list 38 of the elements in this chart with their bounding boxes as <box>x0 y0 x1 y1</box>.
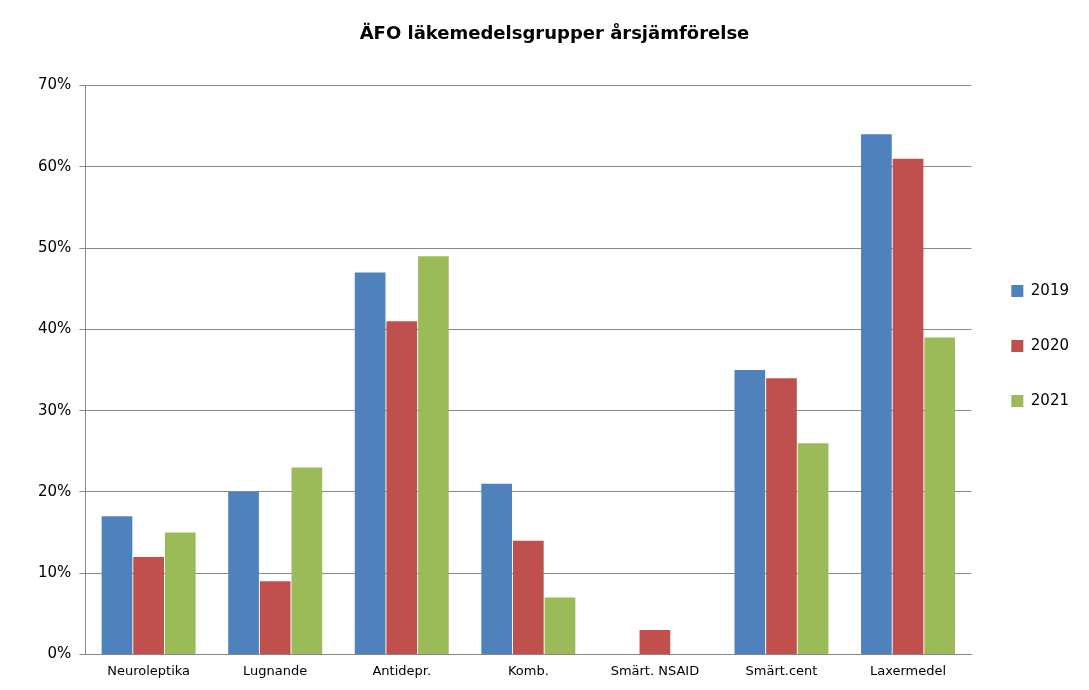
y-tick-label: 50% <box>38 238 72 256</box>
x-tick-label: Laxermedel <box>869 662 947 678</box>
bar <box>512 540 544 654</box>
bar <box>259 581 291 654</box>
bar <box>734 370 766 654</box>
y-tick-label: 0% <box>47 644 72 663</box>
bar <box>386 321 418 654</box>
bar <box>354 272 386 654</box>
bar <box>924 337 956 654</box>
bar <box>133 556 164 654</box>
y-tick-label: 40% <box>38 319 72 338</box>
x-tick-label: Smärt.cent <box>745 662 818 678</box>
x-tick-label: Antidepr. <box>372 662 432 678</box>
y-tick-label: 20% <box>38 481 72 500</box>
bar <box>861 134 892 654</box>
y-tick-label: 60% <box>38 156 72 175</box>
bar <box>797 443 829 654</box>
bar <box>639 630 671 654</box>
y-tick-label: 10% <box>38 563 72 582</box>
bar <box>766 378 797 654</box>
x-tick-label: Smärt. NSAID <box>610 662 700 678</box>
x-tick-label: Neuroleptika <box>107 662 191 678</box>
x-tick-label: Komb. <box>507 662 549 678</box>
x-tick-label: Lugnande <box>243 662 308 678</box>
legend-label: 2019 <box>1030 280 1070 299</box>
bar <box>101 516 133 654</box>
bar <box>481 483 513 654</box>
bar <box>164 532 196 654</box>
bar <box>228 491 259 654</box>
bar <box>544 597 576 654</box>
bar <box>291 467 323 654</box>
bar <box>418 256 449 654</box>
bar <box>892 158 924 654</box>
chart-title: ÄFO läkemedelsgrupper årsjämförelse <box>359 22 750 44</box>
y-tick-label: 70% <box>38 75 72 94</box>
y-tick-label: 30% <box>38 400 72 419</box>
legend-label: 2020 <box>1030 335 1070 354</box>
legend-label: 2021 <box>1030 390 1070 409</box>
